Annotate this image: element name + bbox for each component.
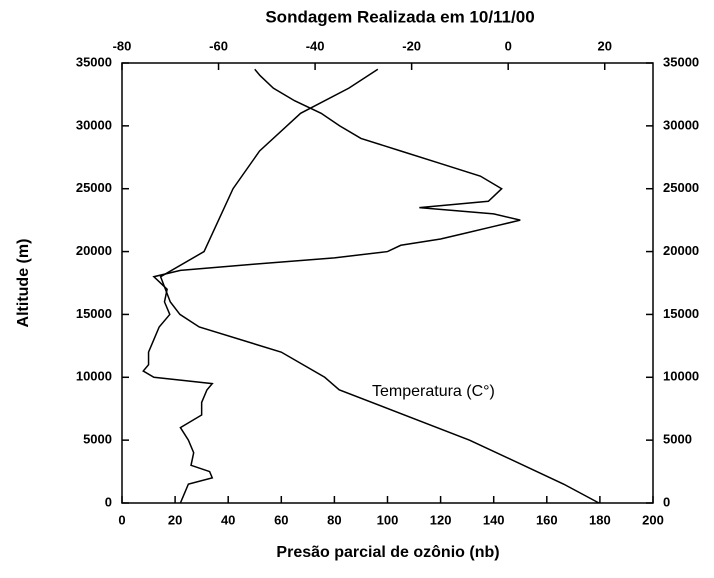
x-tick-label: 0 <box>118 512 125 527</box>
x-tick-label: 180 <box>589 512 611 527</box>
x-tick-label: 40 <box>221 512 235 527</box>
x-tick-label: 160 <box>536 512 558 527</box>
y2-tick-label: 5000 <box>663 432 692 447</box>
y2-tick-label: 30000 <box>663 117 699 132</box>
annotation: Temperatura (C°) <box>372 383 495 400</box>
y2-tick-label: 25000 <box>663 180 699 195</box>
x2-tick-label: 0 <box>505 38 512 53</box>
x-tick-label: 100 <box>377 512 399 527</box>
y-tick-label: 35000 <box>76 54 112 69</box>
y-tick-label: 15000 <box>76 306 112 321</box>
y-tick-label: 10000 <box>76 369 112 384</box>
y2-tick-label: 35000 <box>663 54 699 69</box>
y2-tick-label: 20000 <box>663 243 699 258</box>
chart-title: Sondagem Realizada em 10/11/00 <box>265 7 534 26</box>
x-tick-label: 120 <box>430 512 452 527</box>
x-tick-label: 60 <box>274 512 288 527</box>
x-axis-label: Presão parcial de ozônio (nb) <box>276 544 499 561</box>
y-tick-label: 0 <box>105 494 112 509</box>
y2-tick-label: 0 <box>663 494 670 509</box>
x2-tick-label: -80 <box>113 38 132 53</box>
y-axis-label: Altitude (m) <box>15 239 32 328</box>
x-tick-label: 200 <box>642 512 664 527</box>
y-tick-label: 5000 <box>83 432 112 447</box>
x2-tick-label: 20 <box>597 38 611 53</box>
y-tick-label: 25000 <box>76 180 112 195</box>
y-tick-label: 30000 <box>76 117 112 132</box>
x2-tick-label: -20 <box>402 38 421 53</box>
x-tick-label: 80 <box>327 512 341 527</box>
x-tick-label: 20 <box>168 512 182 527</box>
y2-tick-label: 10000 <box>663 369 699 384</box>
data-line <box>159 68 600 504</box>
x2-tick-label: -60 <box>209 38 228 53</box>
y-tick-label: 20000 <box>76 243 112 258</box>
y2-tick-label: 15000 <box>663 306 699 321</box>
plot-frame <box>121 62 654 504</box>
x-tick-label: 140 <box>483 512 505 527</box>
x2-tick-label: -40 <box>306 38 325 53</box>
